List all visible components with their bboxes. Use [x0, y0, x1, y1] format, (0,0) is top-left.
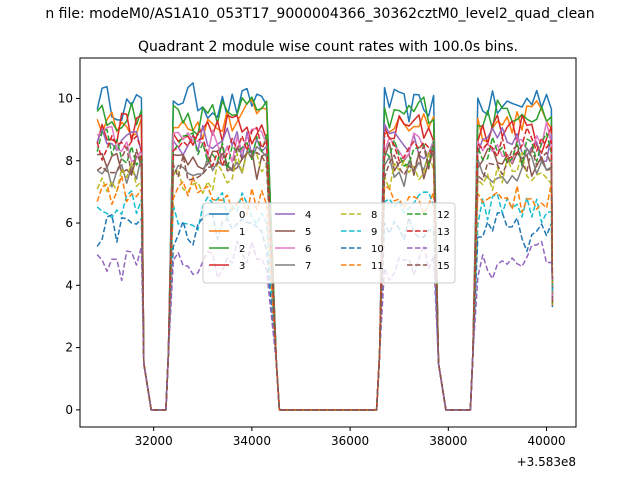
- y-axis: 0 2 4 6 8 10: [58, 91, 80, 417]
- y-tick-label: 2: [65, 341, 73, 355]
- legend-label-13: 13: [437, 227, 450, 238]
- y-tick-label: 8: [65, 154, 73, 168]
- legend-label-14: 14: [437, 244, 450, 255]
- x-tick-label: 34000: [233, 434, 271, 448]
- x-tick-label: 36000: [331, 434, 369, 448]
- y-tick-label: 4: [65, 278, 73, 292]
- legend-label-4: 4: [305, 210, 311, 221]
- x-axis: 32000 34000 36000 38000 40000: [135, 427, 566, 448]
- legend-label-5: 5: [305, 227, 311, 238]
- plot-lines: [96, 82, 554, 411]
- y-tick-label: 0: [65, 403, 73, 417]
- legend-label-3: 3: [239, 261, 245, 272]
- x-offset-label: +3.583e8: [517, 455, 576, 469]
- legend-box: [202, 202, 456, 284]
- legend-label-1: 1: [239, 227, 245, 238]
- series-line-15: [96, 144, 554, 411]
- x-tick-label: 32000: [135, 434, 173, 448]
- chart-title: Quadrant 2 module wise count rates with …: [138, 39, 518, 55]
- x-tick-label: 38000: [429, 434, 467, 448]
- legend-label-8: 8: [371, 210, 377, 221]
- legend-label-9: 9: [371, 227, 377, 238]
- series-line-11: [96, 174, 554, 411]
- y-tick-label: 6: [65, 216, 73, 230]
- legend-label-10: 10: [371, 244, 384, 255]
- legend-label-0: 0: [239, 210, 245, 221]
- legend-label-7: 7: [305, 261, 311, 272]
- legend-label-12: 12: [437, 210, 450, 221]
- legend-label-15: 15: [437, 261, 450, 272]
- x-tick-label: 40000: [527, 434, 565, 448]
- plot-frame: [79, 57, 577, 428]
- y-tick-label: 10: [58, 91, 73, 105]
- legend-label-11: 11: [371, 261, 384, 272]
- figure-suptitle: n file: modeM0/AS1A10_053T17_9000004366_…: [45, 6, 594, 22]
- legend-label-2: 2: [239, 244, 245, 255]
- legend-label-6: 6: [305, 244, 311, 255]
